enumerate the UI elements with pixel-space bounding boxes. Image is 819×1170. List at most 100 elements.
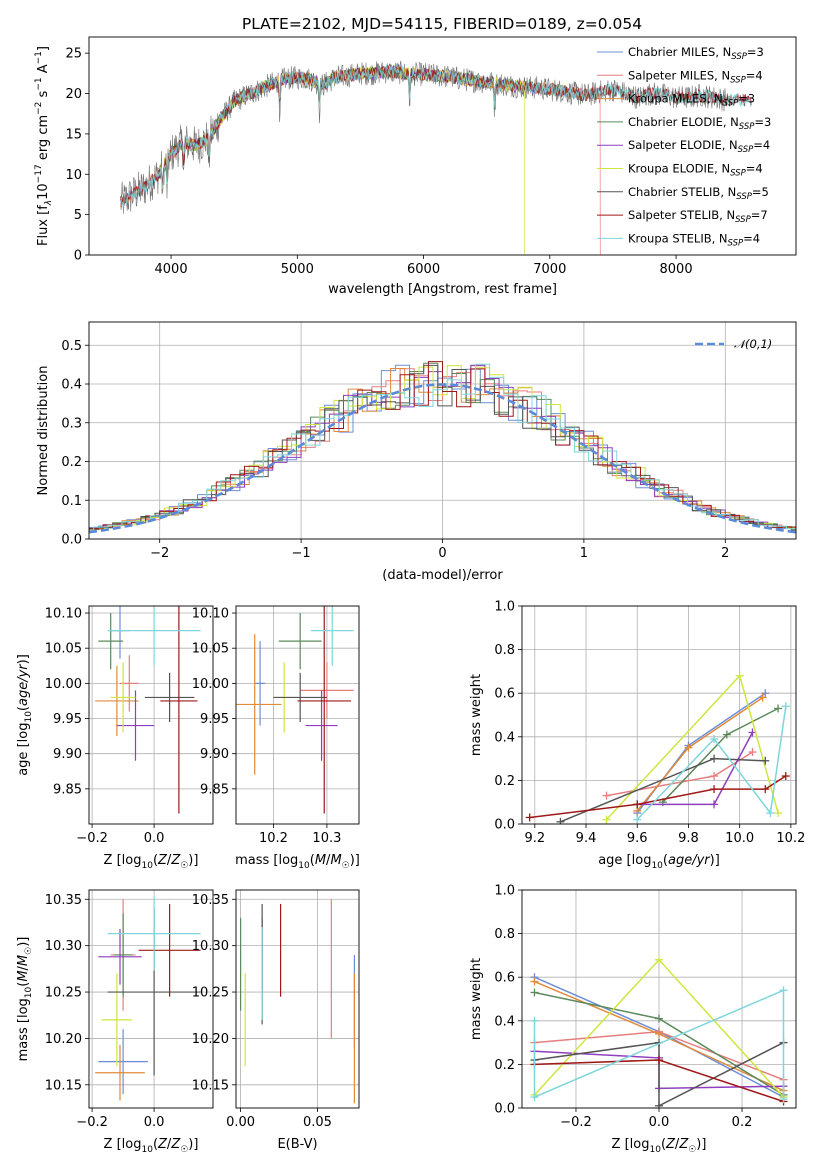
plot-residuals: −2 −1 0 1 2 0.0 0.1 0.2 0.3 0.4 0.5 𝒩(0,1) (data-mod… xyxy=(36,321,797,583)
y-axis-label: Normed distribution xyxy=(36,366,51,496)
y-tick-label: 0.4 xyxy=(494,1014,515,1029)
legend-entry: Kroupa MILES, NSSP=3 xyxy=(628,92,755,109)
plot-area xyxy=(89,361,796,534)
x-axis-label: wavelength [Angstrom, rest frame] xyxy=(328,282,557,297)
plot-age-vs-mass: 10.2 10.3 9.85 9.90 9.95 10.00 10.05 10.10 mass … xyxy=(192,605,360,871)
y-tick-label: 10.05 xyxy=(45,642,82,657)
errorbar-point-chabrier_elodie xyxy=(113,913,133,997)
y-tick-label: 1.0 xyxy=(494,884,515,899)
plot-mass-vs-ebv: 0.00 0.05 10.15 10.20 10.25 10.30 10.35 E(B-V) xyxy=(192,889,360,1152)
y-tick-label: 0 xyxy=(74,249,82,264)
errorbar-point-salpeter_elodie xyxy=(98,928,142,985)
axes-frame xyxy=(88,321,797,540)
x-tick-label: 9.2 xyxy=(524,831,545,846)
x-axis-label: E(B-V) xyxy=(277,1137,317,1152)
y-tick-label: 10.35 xyxy=(192,893,229,908)
x-axis-label: mass [log10(M/M☉)] xyxy=(235,853,360,871)
x-tick-label: 10.3 xyxy=(312,831,341,846)
y-tick-label: 0.0 xyxy=(494,818,515,833)
y-tick-label: 10.20 xyxy=(45,1032,82,1047)
errorbar-point-salpeter_miles xyxy=(300,662,354,719)
x-tick-label: 0.0 xyxy=(144,1115,165,1130)
x-tick-label: −0.2 xyxy=(76,831,108,846)
x-axis-label: Z [log10(Z/Z☉)] xyxy=(612,1137,707,1155)
x-tick-label: 0.0 xyxy=(144,831,165,846)
plot-weight-vs-Z: −0.2 0.0 0.2 0.0 0.2 0.4 0.6 0.8 1.0 Z [log10(Z/Z… xyxy=(469,884,797,1155)
y-tick-label: 0.2 xyxy=(61,455,82,470)
errorbar-point-kroupa_stelib xyxy=(107,896,201,971)
x-tick-label: −0.2 xyxy=(560,1115,592,1130)
x-tick-label: 10.2 xyxy=(776,831,805,846)
weight-series-kroupa_stelib xyxy=(530,986,788,1104)
weight-series-kroupa_stelib xyxy=(633,702,790,824)
x-tick-label: −2 xyxy=(150,546,169,561)
y-tick-label: 5 xyxy=(74,208,82,223)
errorbar-point-kroupa_miles xyxy=(95,665,139,737)
plot-mass-vs-Z: −0.2 0.0 10.15 10.20 10.25 10.30 10.35 Z [log10… xyxy=(16,889,214,1155)
axes-frame xyxy=(88,605,214,825)
y-tick-label: 10.00 xyxy=(45,677,82,692)
y-tick-label: 0.0 xyxy=(494,1102,515,1117)
axes-frame xyxy=(521,889,797,1109)
y-tick-label: 10.25 xyxy=(45,986,82,1001)
y-tick-label: 20 xyxy=(65,87,82,102)
y-tick-label: 0.5 xyxy=(61,339,82,354)
weight-series-chabrier_stelib xyxy=(556,754,770,824)
plot-area xyxy=(95,606,201,814)
y-tick-label: 0.6 xyxy=(494,971,515,986)
x-tick-label: 0.2 xyxy=(732,1115,753,1130)
y-tick-label: 9.90 xyxy=(53,747,82,762)
plot-area xyxy=(240,899,355,1104)
y-tick-label: 25 xyxy=(65,47,82,62)
grid xyxy=(89,606,213,824)
y-tick-label: 10.10 xyxy=(45,607,82,622)
model-spectrum-kroupa_stelib xyxy=(120,65,752,209)
y-tick-label: 10.20 xyxy=(192,1032,229,1047)
weight-series-salpeter_stelib xyxy=(525,772,790,822)
plot-spectrum: 4000 5000 6000 7000 8000 0 5 10 15 20 25 wavelength… xyxy=(34,36,797,297)
y-tick-label: 10.15 xyxy=(45,1078,82,1093)
errorbar-point-chabrier_elodie xyxy=(98,613,124,670)
grid xyxy=(236,890,359,1108)
errorbar-point-chabrier_stelib xyxy=(273,672,327,723)
x-tick-label: 0 xyxy=(438,546,446,561)
plot-age-vs-Z: −0.2 0.0 9.85 9.90 9.95 10.00 10.05 10.10 Z [log… xyxy=(16,605,214,871)
y-axis-label: age [log10(age/yr)] xyxy=(16,654,34,776)
y-tick-label: 10.30 xyxy=(45,939,82,954)
axes-frame xyxy=(235,605,360,825)
y-tick-label: 9.95 xyxy=(53,712,82,727)
legend-entry: 𝒩(0,1) xyxy=(734,337,772,351)
weight-series-kroupa_elodie xyxy=(602,671,783,824)
y-tick-label: 0.3 xyxy=(61,416,82,431)
y-tick-label: 0.6 xyxy=(494,687,515,702)
y-tick-label: 10.30 xyxy=(192,939,229,954)
y-tick-label: 0.2 xyxy=(494,774,515,789)
errorbar-point-chabrier_stelib xyxy=(144,672,195,723)
y-tick-label: 0.2 xyxy=(494,1058,515,1073)
x-tick-label: 6000 xyxy=(407,262,440,277)
x-tick-label: −0.2 xyxy=(76,1115,108,1130)
y-tick-label: 10.05 xyxy=(192,642,229,657)
errorbar-point-kroupa_miles xyxy=(95,1044,145,1101)
x-tick-label: 8000 xyxy=(660,262,693,277)
y-axis-label: mass weight xyxy=(469,674,484,756)
errorbar-point-kroupa_stelib xyxy=(310,606,354,666)
errorbar-point-salpeter_elodie xyxy=(305,690,338,761)
figure-title: PLATE=2102, MJD=54115, FIBERID=0189, z=0… xyxy=(242,15,642,33)
y-axis-label: mass [log10(M/M☉)] xyxy=(16,937,34,1062)
model-spectrum-chabrier_stelib xyxy=(120,64,752,205)
x-tick-label: 7000 xyxy=(533,262,566,277)
legend-entry: Chabrier MILES, NSSP=3 xyxy=(628,45,764,62)
y-tick-label: 10.10 xyxy=(192,607,229,622)
legend-entry: Chabrier STELIB, NSSP=5 xyxy=(628,185,769,202)
y-axis-label: Flux [fλ10−17 erg cm−2 s−1 A−1] xyxy=(34,46,54,246)
axes-frame xyxy=(521,605,797,825)
x-tick-label: 5000 xyxy=(281,262,314,277)
axes-frame xyxy=(235,889,360,1109)
errorbar-point-kroupa_miles xyxy=(236,634,282,775)
x-axis-label: (data-model)/error xyxy=(382,568,503,583)
legend-entry: Kroupa STELIB, NSSP=4 xyxy=(628,231,760,248)
errorbar-point-kroupa_stelib xyxy=(107,606,201,666)
y-tick-label: 0.4 xyxy=(494,730,515,745)
